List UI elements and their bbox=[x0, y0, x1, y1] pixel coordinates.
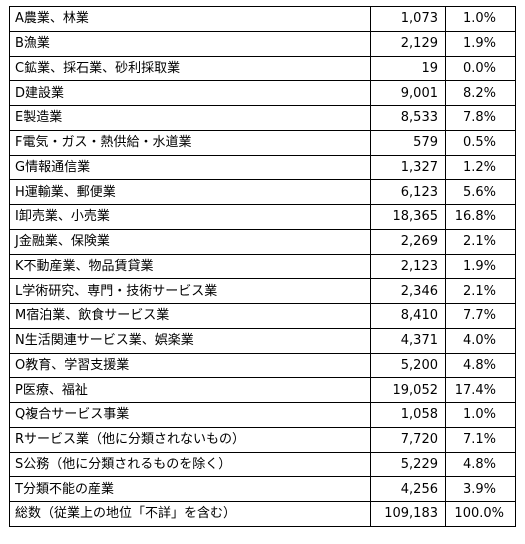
share-percent: 3.9% bbox=[445, 476, 516, 502]
share-percent: 7.8% bbox=[445, 105, 516, 131]
table-row: F電気・ガス・熱供給・水道業 579 0.5% bbox=[9, 129, 516, 156]
share-percent: 5.6% bbox=[445, 179, 516, 205]
table-row: M宿泊業、飲食サービス業 8,410 7.7% bbox=[9, 303, 516, 329]
worker-count: 1,058 bbox=[370, 402, 446, 428]
industry-label: J金融業、保険業 bbox=[9, 228, 371, 255]
industry-label: C鉱業、採石業、砂利採取業 bbox=[9, 55, 371, 82]
worker-count: 1,073 bbox=[370, 6, 446, 32]
share-percent: 2.1% bbox=[445, 278, 516, 304]
worker-count: 2,269 bbox=[370, 228, 446, 255]
industry-label: N生活関連サービス業、娯楽業 bbox=[9, 327, 371, 354]
worker-count: 19,052 bbox=[370, 377, 446, 403]
table-row: K不動産業、物品賃貸業 2,123 1.9% bbox=[9, 253, 516, 280]
share-percent: 1.2% bbox=[445, 154, 516, 181]
industry-label: S公務（他に分類されるものを除く） bbox=[9, 451, 371, 478]
industry-table-container: A農業、林業 1,073 1.0% B漁業 2,129 1.9% C鉱業、採石業、砂利採… bbox=[9, 6, 516, 527]
worker-count: 2,129 bbox=[370, 30, 446, 57]
share-percent: 4.8% bbox=[445, 352, 516, 379]
share-percent: 0.0% bbox=[445, 55, 516, 82]
worker-count: 9,001 bbox=[370, 80, 446, 106]
table-row: J金融業、保険業 2,269 2.1% bbox=[9, 228, 516, 255]
industry-label: A農業、林業 bbox=[9, 6, 371, 32]
share-percent: 0.5% bbox=[445, 129, 516, 156]
industry-label: O教育、学習支援業 bbox=[9, 352, 371, 379]
industry-label: D建設業 bbox=[9, 80, 371, 106]
worker-count: 4,256 bbox=[370, 476, 446, 502]
table-row: Rサービス業（他に分類されないもの） 7,720 7.1% bbox=[9, 426, 516, 453]
total-count: 109,183 bbox=[370, 501, 446, 527]
worker-count: 6,123 bbox=[370, 179, 446, 205]
share-percent: 1.9% bbox=[445, 30, 516, 57]
table-row: C鉱業、採石業、砂利採取業 19 0.0% bbox=[9, 55, 516, 82]
share-percent: 16.8% bbox=[445, 204, 516, 230]
industry-label: K不動産業、物品賃貸業 bbox=[9, 253, 371, 280]
share-percent: 7.7% bbox=[445, 303, 516, 329]
share-percent: 1.9% bbox=[445, 253, 516, 280]
worker-count: 18,365 bbox=[370, 204, 446, 230]
worker-count: 8,533 bbox=[370, 105, 446, 131]
worker-count: 5,229 bbox=[370, 451, 446, 478]
table-row: O教育、学習支援業 5,200 4.8% bbox=[9, 352, 516, 379]
share-percent: 1.0% bbox=[445, 402, 516, 428]
industry-label: E製造業 bbox=[9, 105, 371, 131]
table-row: H運輸業、郵便業 6,123 5.6% bbox=[9, 179, 516, 205]
worker-count: 19 bbox=[370, 55, 446, 82]
table-row: G情報通信業 1,327 1.2% bbox=[9, 154, 516, 181]
worker-count: 8,410 bbox=[370, 303, 446, 329]
industry-label: I卸売業、小売業 bbox=[9, 204, 371, 230]
industry-label: F電気・ガス・熱供給・水道業 bbox=[9, 129, 371, 156]
share-percent: 2.1% bbox=[445, 228, 516, 255]
table-row: L学術研究、専門・技術サービス業 2,346 2.1% bbox=[9, 278, 516, 304]
table-row: T分類不能の産業 4,256 3.9% bbox=[9, 476, 516, 502]
total-share: 100.0% bbox=[445, 501, 516, 527]
share-percent: 1.0% bbox=[445, 6, 516, 32]
table-row: N生活関連サービス業、娯楽業 4,371 4.0% bbox=[9, 327, 516, 354]
share-percent: 4.8% bbox=[445, 451, 516, 478]
industry-label: Rサービス業（他に分類されないもの） bbox=[9, 426, 371, 453]
table-row: Q複合サービス事業 1,058 1.0% bbox=[9, 402, 516, 428]
worker-count: 5,200 bbox=[370, 352, 446, 379]
industry-label: H運輸業、郵便業 bbox=[9, 179, 371, 205]
industry-label: B漁業 bbox=[9, 30, 371, 57]
table-row: E製造業 8,533 7.8% bbox=[9, 105, 516, 131]
worker-count: 2,346 bbox=[370, 278, 446, 304]
worker-count: 579 bbox=[370, 129, 446, 156]
share-percent: 4.0% bbox=[445, 327, 516, 354]
table-row: A農業、林業 1,073 1.0% bbox=[9, 6, 516, 32]
industry-label: L学術研究、専門・技術サービス業 bbox=[9, 278, 371, 304]
table-row: P医療、福祉 19,052 17.4% bbox=[9, 377, 516, 403]
worker-count: 7,720 bbox=[370, 426, 446, 453]
table-row: D建設業 9,001 8.2% bbox=[9, 80, 516, 106]
table-row: S公務（他に分類されるものを除く） 5,229 4.8% bbox=[9, 451, 516, 478]
worker-count: 4,371 bbox=[370, 327, 446, 354]
industry-table: A農業、林業 1,073 1.0% B漁業 2,129 1.9% C鉱業、採石業、砂利採… bbox=[9, 6, 516, 527]
share-percent: 7.1% bbox=[445, 426, 516, 453]
share-percent: 8.2% bbox=[445, 80, 516, 106]
industry-label: M宿泊業、飲食サービス業 bbox=[9, 303, 371, 329]
total-label: 総数（従業上の地位「不詳」を含む） bbox=[9, 501, 371, 527]
industry-label: Q複合サービス事業 bbox=[9, 402, 371, 428]
table-row: B漁業 2,129 1.9% bbox=[9, 30, 516, 57]
industry-label: T分類不能の産業 bbox=[9, 476, 371, 502]
table-row: I卸売業、小売業 18,365 16.8% bbox=[9, 204, 516, 230]
worker-count: 2,123 bbox=[370, 253, 446, 280]
industry-label: G情報通信業 bbox=[9, 154, 371, 181]
industry-label: P医療、福祉 bbox=[9, 377, 371, 403]
total-row: 総数（従業上の地位「不詳」を含む） 109,183 100.0% bbox=[9, 501, 516, 527]
share-percent: 17.4% bbox=[445, 377, 516, 403]
worker-count: 1,327 bbox=[370, 154, 446, 181]
